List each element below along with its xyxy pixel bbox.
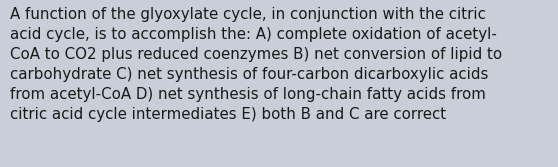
Text: A function of the glyoxylate cycle, in conjunction with the citric
acid cycle, i: A function of the glyoxylate cycle, in c… (10, 7, 502, 122)
